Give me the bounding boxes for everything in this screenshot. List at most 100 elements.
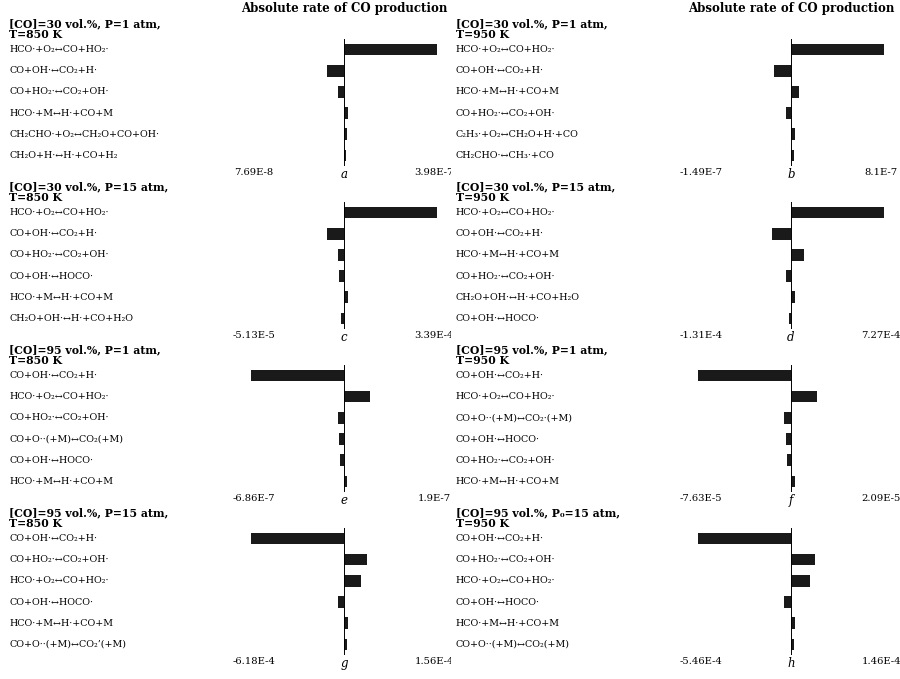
- Text: [CO]=30 vol.%, P=15 atm,: [CO]=30 vol.%, P=15 atm,: [456, 182, 616, 193]
- Text: HCO·+O₂↔CO+HO₂·: HCO·+O₂↔CO+HO₂·: [9, 576, 109, 585]
- Text: -6.86E-7: -6.86E-7: [233, 494, 275, 503]
- Bar: [339, 433, 344, 445]
- Bar: [339, 270, 344, 282]
- Bar: [251, 369, 344, 382]
- Text: HCO·+M↔H·+CO+M: HCO·+M↔H·+CO+M: [9, 109, 113, 117]
- Text: HCO·+O₂↔CO+HO₂·: HCO·+O₂↔CO+HO₂·: [9, 208, 109, 217]
- Text: CH₂O+H·↔H·+CO+H₂: CH₂O+H·↔H·+CO+H₂: [9, 151, 118, 160]
- Bar: [791, 206, 884, 219]
- Text: 1.9E-7: 1.9E-7: [418, 494, 451, 503]
- Text: 3.98E-7: 3.98E-7: [415, 168, 454, 177]
- Text: CO+OH·↔HOCO·: CO+OH·↔HOCO·: [9, 598, 93, 606]
- Bar: [344, 475, 346, 488]
- Text: T=850 K: T=850 K: [9, 192, 62, 203]
- Text: 1.56E-4: 1.56E-4: [414, 657, 454, 666]
- Text: T=950 K: T=950 K: [456, 29, 509, 40]
- Text: 1.46E-4: 1.46E-4: [861, 657, 900, 666]
- Text: g: g: [340, 657, 348, 670]
- Text: HCO·+M↔H·+CO+M: HCO·+M↔H·+CO+M: [456, 477, 560, 486]
- Text: [CO]=95 vol.%, P=1 atm,: [CO]=95 vol.%, P=1 atm,: [456, 345, 608, 356]
- Bar: [344, 638, 346, 650]
- Text: d: d: [788, 331, 795, 344]
- Text: [CO]=30 vol.%, P=15 atm,: [CO]=30 vol.%, P=15 atm,: [9, 182, 168, 193]
- Bar: [791, 249, 804, 261]
- Bar: [788, 454, 791, 466]
- Text: HCO·+O₂↔CO+HO₂·: HCO·+O₂↔CO+HO₂·: [9, 45, 109, 54]
- Bar: [338, 249, 344, 261]
- Text: -1.31E-4: -1.31E-4: [680, 331, 723, 340]
- Bar: [791, 391, 817, 403]
- Text: CO+HO₂·↔CO₂+OH·: CO+HO₂·↔CO₂+OH·: [456, 272, 555, 280]
- Bar: [341, 312, 344, 325]
- Bar: [344, 149, 346, 162]
- Text: CO+OH·↔CO₂+H·: CO+OH·↔CO₂+H·: [456, 371, 544, 380]
- Text: HCO·+M↔H·+CO+M: HCO·+M↔H·+CO+M: [456, 251, 560, 259]
- Text: Absolute rate of CO production: Absolute rate of CO production: [241, 2, 447, 15]
- Text: CH₂O+OH·↔H·+CO+H₂O: CH₂O+OH·↔H·+CO+H₂O: [456, 293, 580, 301]
- Text: c: c: [341, 331, 347, 344]
- Text: CO+O··(+M)↔CO₂·(+M): CO+O··(+M)↔CO₂·(+M): [456, 414, 573, 422]
- Bar: [251, 532, 344, 545]
- Text: HCO·+M↔H·+CO+M: HCO·+M↔H·+CO+M: [9, 619, 113, 627]
- Text: HCO·+M↔H·+CO+M: HCO·+M↔H·+CO+M: [456, 88, 560, 96]
- Text: HCO·+M↔H·+CO+M: HCO·+M↔H·+CO+M: [9, 293, 113, 301]
- Text: -5.13E-5: -5.13E-5: [232, 331, 275, 340]
- Text: CO+OH·↔CO₂+H·: CO+OH·↔CO₂+H·: [456, 230, 544, 238]
- Text: CO+HO₂·↔CO₂+OH·: CO+HO₂·↔CO₂+OH·: [456, 555, 555, 564]
- Bar: [791, 638, 794, 650]
- Text: CO+O··(+M)↔CO₂’(+M): CO+O··(+M)↔CO₂’(+M): [9, 640, 126, 649]
- Text: [CO]=30 vol.%, P=1 atm,: [CO]=30 vol.%, P=1 atm,: [456, 19, 608, 30]
- Text: T=850 K: T=850 K: [9, 518, 62, 529]
- Text: T=950 K: T=950 K: [456, 192, 509, 203]
- Text: CO+HO₂·↔CO₂+OH·: CO+HO₂·↔CO₂+OH·: [9, 88, 109, 96]
- Text: b: b: [788, 168, 795, 181]
- Text: CO+O··(+M)↔CO₂(+M): CO+O··(+M)↔CO₂(+M): [9, 435, 123, 443]
- Text: CO+OH·↔HOCO·: CO+OH·↔HOCO·: [456, 435, 540, 443]
- Bar: [791, 475, 795, 488]
- Text: -6.18E-4: -6.18E-4: [232, 657, 275, 666]
- Text: CO+OH·↔CO₂+H·: CO+OH·↔CO₂+H·: [456, 534, 544, 543]
- Text: HCO·+M↔H·+CO+M: HCO·+M↔H·+CO+M: [9, 477, 113, 486]
- Bar: [785, 412, 791, 424]
- Text: 3.39E-4: 3.39E-4: [414, 331, 454, 340]
- Text: -7.63E-5: -7.63E-5: [680, 494, 722, 503]
- Text: HCO·+O₂↔CO+HO₂·: HCO·+O₂↔CO+HO₂·: [456, 208, 555, 217]
- Bar: [340, 454, 344, 466]
- Text: CO+HO₂·↔CO₂+OH·: CO+HO₂·↔CO₂+OH·: [9, 251, 109, 259]
- Text: HCO·+O₂↔CO+HO₂·: HCO·+O₂↔CO+HO₂·: [456, 45, 555, 54]
- Text: CO+OH·↔HOCO·: CO+OH·↔HOCO·: [456, 598, 540, 606]
- Text: 7.27E-4: 7.27E-4: [861, 331, 900, 340]
- Bar: [791, 128, 795, 140]
- Bar: [772, 228, 791, 240]
- Bar: [344, 291, 347, 303]
- Text: T=950 K: T=950 K: [456, 518, 509, 529]
- Bar: [344, 554, 367, 566]
- Bar: [327, 65, 344, 77]
- Text: CO+OH·↔CO₂+H·: CO+OH·↔CO₂+H·: [9, 67, 97, 75]
- Text: f: f: [788, 494, 793, 507]
- Text: CH₂O+OH·↔H·+CO+H₂O: CH₂O+OH·↔H·+CO+H₂O: [9, 314, 133, 323]
- Bar: [785, 596, 791, 608]
- Text: CO+OH·↔HOCO·: CO+OH·↔HOCO·: [9, 456, 93, 464]
- Text: CO+HO₂·↔CO₂+OH·: CO+HO₂·↔CO₂+OH·: [456, 109, 555, 117]
- Text: CO+OH·↔CO₂+H·: CO+OH·↔CO₂+H·: [9, 371, 97, 380]
- Bar: [328, 228, 344, 240]
- Text: HCO·+O₂↔CO+HO₂·: HCO·+O₂↔CO+HO₂·: [456, 392, 555, 401]
- Bar: [787, 107, 791, 119]
- Text: [CO]=95 vol.%, P=15 atm,: [CO]=95 vol.%, P=15 atm,: [9, 508, 168, 519]
- Bar: [787, 433, 791, 445]
- Text: Absolute rate of CO production: Absolute rate of CO production: [688, 2, 894, 15]
- Bar: [774, 65, 791, 77]
- Text: CO+HO₂·↔CO₂+OH·: CO+HO₂·↔CO₂+OH·: [9, 414, 109, 422]
- Text: e: e: [340, 494, 347, 507]
- Bar: [791, 575, 810, 587]
- Text: h: h: [788, 657, 795, 670]
- Bar: [791, 149, 794, 162]
- Text: -1.49E-7: -1.49E-7: [680, 168, 723, 177]
- Bar: [344, 391, 370, 403]
- Text: 2.09E-5: 2.09E-5: [861, 494, 900, 503]
- Text: HCO·+M↔H·+CO+M: HCO·+M↔H·+CO+M: [456, 619, 560, 627]
- Text: CO+HO₂·↔CO₂+OH·: CO+HO₂·↔CO₂+OH·: [9, 555, 109, 564]
- Bar: [787, 270, 791, 282]
- Text: CO+OH·↔CO₂+H·: CO+OH·↔CO₂+H·: [9, 230, 97, 238]
